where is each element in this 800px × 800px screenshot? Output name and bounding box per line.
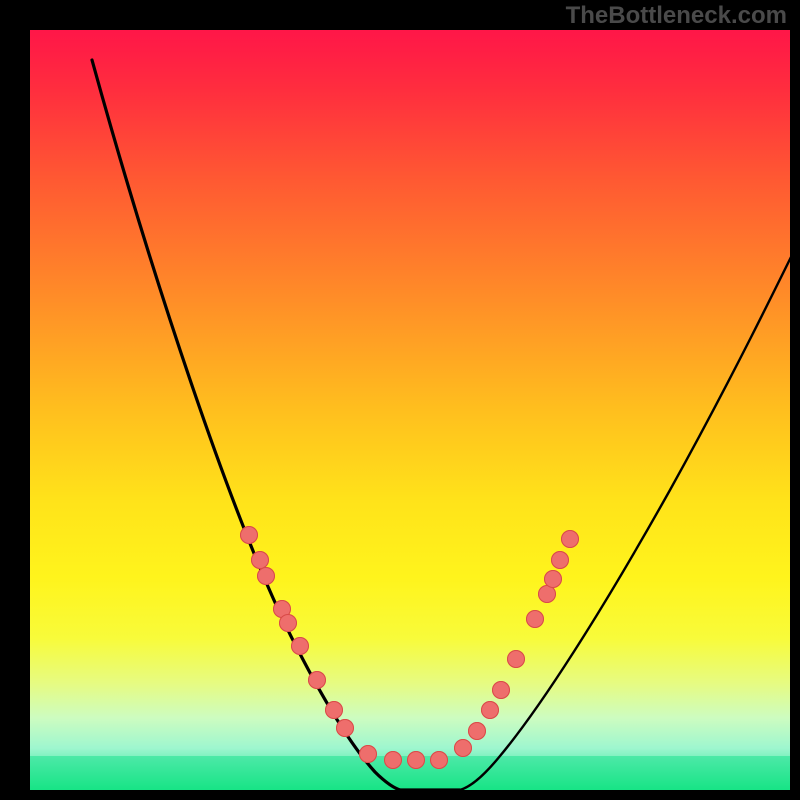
data-marker [507,650,525,668]
data-marker [454,739,472,757]
data-marker [551,551,569,569]
border-left [0,0,30,800]
chart-frame: TheBottleneck.com [0,0,800,800]
data-marker [308,671,326,689]
data-marker [430,751,448,769]
data-marker [359,745,377,763]
data-marker [544,570,562,588]
border-right [790,0,800,800]
data-marker [336,719,354,737]
data-marker [384,751,402,769]
data-marker [481,701,499,719]
data-marker [325,701,343,719]
data-marker [407,751,425,769]
data-marker [561,530,579,548]
border-bottom [0,790,800,800]
data-marker [291,637,309,655]
data-marker [279,614,297,632]
plot-area [30,30,790,790]
data-marker [257,567,275,585]
data-marker [492,681,510,699]
data-marker [240,526,258,544]
data-marker [468,722,486,740]
curve-layer [30,30,790,790]
watermark-text: TheBottleneck.com [566,2,787,30]
data-marker [526,610,544,628]
